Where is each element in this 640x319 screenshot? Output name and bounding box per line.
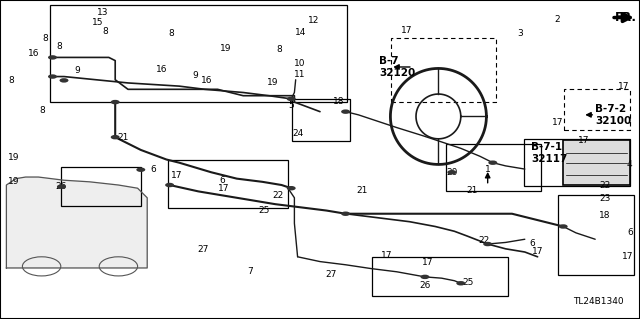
Text: 27: 27 <box>197 245 209 254</box>
Circle shape <box>488 160 497 165</box>
Text: 17: 17 <box>171 171 182 180</box>
Text: 22: 22 <box>478 236 490 245</box>
Text: 22: 22 <box>599 181 611 190</box>
Bar <box>168 160 288 208</box>
Text: 1: 1 <box>485 165 490 174</box>
Text: 19: 19 <box>267 78 278 87</box>
Text: 7: 7 <box>247 267 252 276</box>
Circle shape <box>456 281 465 286</box>
Text: 25: 25 <box>259 206 270 215</box>
Circle shape <box>559 224 568 229</box>
Text: 5: 5 <box>289 101 294 110</box>
Text: 8: 8 <box>57 42 62 51</box>
Text: 21: 21 <box>467 186 478 195</box>
Circle shape <box>111 135 120 139</box>
Text: 14: 14 <box>295 28 307 37</box>
Circle shape <box>57 184 66 189</box>
Circle shape <box>111 100 120 104</box>
Text: 17: 17 <box>618 82 629 91</box>
Text: 17: 17 <box>401 26 413 35</box>
Text: 8: 8 <box>42 34 47 43</box>
Circle shape <box>287 97 296 101</box>
Bar <box>446 144 541 191</box>
Circle shape <box>60 78 68 83</box>
Text: 17: 17 <box>532 247 543 256</box>
Circle shape <box>447 170 456 174</box>
Text: 24: 24 <box>292 129 303 137</box>
Bar <box>292 99 350 141</box>
Text: TL24B1340: TL24B1340 <box>573 297 624 306</box>
Text: B-7
32120: B-7 32120 <box>379 56 415 78</box>
Bar <box>524 139 630 186</box>
Text: 21: 21 <box>118 133 129 142</box>
Text: 6: 6 <box>220 176 225 185</box>
Bar <box>558 195 634 275</box>
Text: 27: 27 <box>326 270 337 279</box>
Bar <box>564 89 630 130</box>
Text: 13: 13 <box>97 8 108 17</box>
Text: 11: 11 <box>294 70 305 79</box>
Circle shape <box>341 109 350 114</box>
Text: 17: 17 <box>218 184 230 193</box>
Text: 26: 26 <box>419 281 431 290</box>
Text: B-7-1
32117: B-7-1 32117 <box>531 142 568 164</box>
Text: 17: 17 <box>578 136 589 145</box>
Text: 9: 9 <box>193 71 198 80</box>
Text: 21: 21 <box>356 186 367 195</box>
Circle shape <box>165 183 174 187</box>
Text: 19: 19 <box>8 177 20 186</box>
Text: 12: 12 <box>308 16 319 25</box>
Bar <box>391 38 496 102</box>
Text: 26: 26 <box>56 182 67 191</box>
Text: 8: 8 <box>276 45 282 54</box>
Polygon shape <box>6 177 147 268</box>
Text: 10: 10 <box>294 59 305 68</box>
Text: 8: 8 <box>9 76 14 85</box>
Circle shape <box>48 55 57 60</box>
Text: 6: 6 <box>628 228 633 237</box>
Text: 8: 8 <box>40 106 45 115</box>
Circle shape <box>341 211 350 216</box>
Text: 2: 2 <box>554 15 559 24</box>
Text: 9: 9 <box>74 66 79 75</box>
Text: 19: 19 <box>8 153 20 162</box>
Text: 23: 23 <box>600 194 611 203</box>
Text: 20: 20 <box>446 168 458 177</box>
Text: 16: 16 <box>156 65 168 74</box>
Text: 18: 18 <box>333 97 345 106</box>
Text: 17: 17 <box>552 118 564 127</box>
Text: 4: 4 <box>627 160 632 169</box>
Circle shape <box>48 74 57 79</box>
Bar <box>61 167 141 206</box>
Text: 16: 16 <box>28 49 39 58</box>
Text: FR.: FR. <box>614 11 636 24</box>
Text: 25: 25 <box>463 278 474 287</box>
Text: 15: 15 <box>92 18 103 27</box>
Text: 18: 18 <box>599 211 611 220</box>
FancyBboxPatch shape <box>563 140 630 185</box>
Text: 17: 17 <box>381 251 393 260</box>
Text: 6: 6 <box>529 239 534 248</box>
Circle shape <box>483 242 492 246</box>
Text: 3: 3 <box>518 29 523 38</box>
Text: 16: 16 <box>201 76 212 85</box>
Text: 6: 6 <box>151 165 156 174</box>
Circle shape <box>136 167 145 172</box>
Circle shape <box>287 186 296 190</box>
Text: 17: 17 <box>622 252 634 261</box>
Text: 8: 8 <box>168 29 173 38</box>
Text: 8: 8 <box>103 27 108 36</box>
Bar <box>372 257 508 296</box>
Bar <box>50 5 347 102</box>
Circle shape <box>420 275 429 279</box>
Text: 22: 22 <box>273 191 284 200</box>
Text: B-7-2
32100: B-7-2 32100 <box>595 104 632 126</box>
Text: 17: 17 <box>422 258 433 267</box>
Text: 19: 19 <box>220 44 231 53</box>
